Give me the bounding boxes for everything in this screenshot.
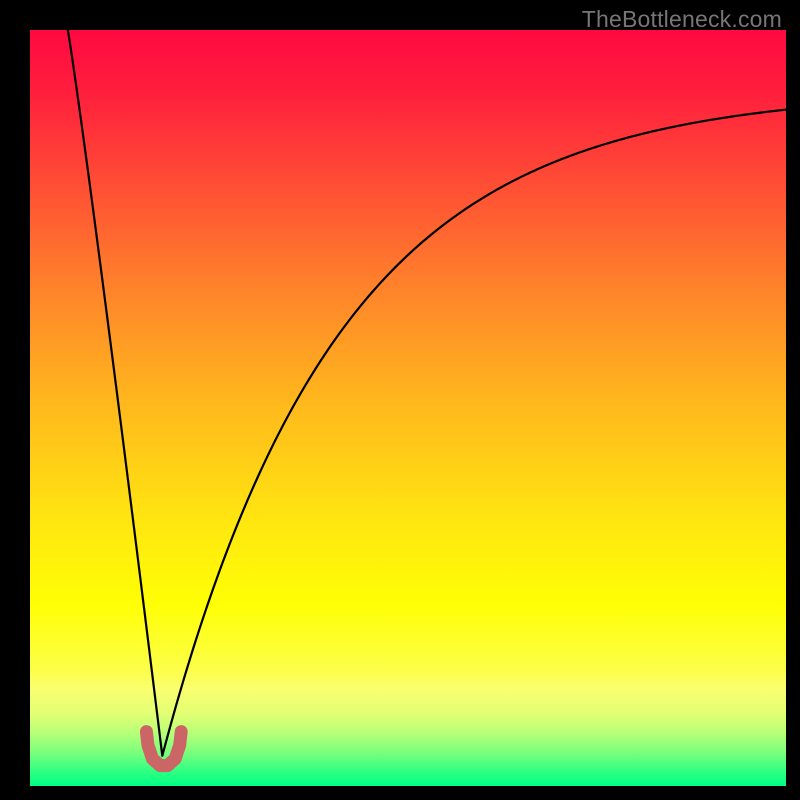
watermark-text: TheBottleneck.com	[582, 6, 782, 33]
bottleneck-curve-plot	[30, 30, 786, 786]
chart-container: TheBottleneck.com	[0, 0, 800, 800]
